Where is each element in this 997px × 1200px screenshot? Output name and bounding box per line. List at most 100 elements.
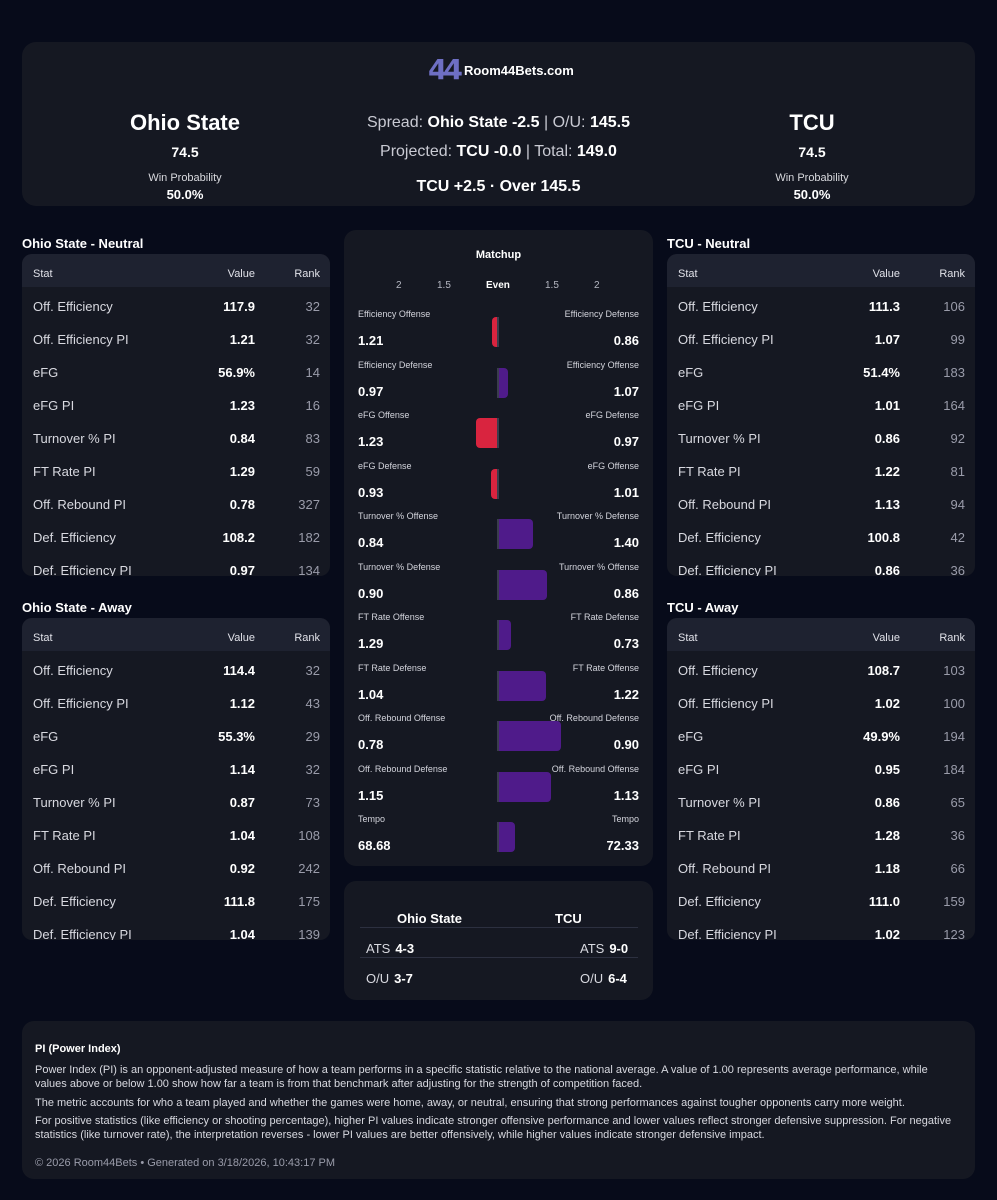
stat-value: 1.22 (874, 464, 900, 479)
table-row: eFG PI 0.95 184 (667, 752, 975, 785)
stat-rank: 29 (305, 729, 320, 744)
table-header: Stat Value Rank (667, 618, 975, 651)
matchup-left-value: 0.93 (358, 484, 384, 500)
table-row: Def. Efficiency 111.8 175 (22, 884, 330, 917)
matchup-right-value: 72.33 (606, 838, 639, 853)
table-row: Def. Efficiency PI 1.02 123 (667, 917, 975, 940)
stat-name: Off. Efficiency PI (678, 696, 774, 711)
stat-value: 1.02 (874, 927, 900, 940)
matchup-left-value: 0.78 (358, 737, 384, 752)
table-row: Off. Efficiency PI 1.21 32 (22, 322, 330, 355)
brand-logo[interactable]: 44 Room44Bets.com (428, 56, 574, 84)
col-rank: Rank (939, 268, 965, 280)
stat-value: 1.28 (874, 828, 900, 843)
away-team-name: TCU (789, 110, 835, 135)
matchup-right-label: FT Rate Defense (570, 612, 639, 622)
stat-value: 56.9% (218, 365, 255, 380)
ou-value: 145.5 (589, 114, 630, 131)
stat-rank: 92 (950, 431, 965, 446)
stat-value: 55.3% (218, 729, 255, 744)
matchup-left-label: eFG Defense (358, 460, 412, 471)
table-row: Def. Efficiency 100.8 42 (667, 520, 975, 553)
table-row: Turnover % PI 0.87 73 (22, 785, 330, 818)
ats-right-value: 9-0 (609, 941, 629, 956)
matchup-right-label: eFG Offense (587, 460, 639, 471)
table-row: FT Rate PI 1.22 81 (667, 454, 975, 487)
matchup-right-value: 1.22 (613, 686, 639, 702)
scale-tick-right-2: 2 (594, 280, 600, 291)
stat-value: 1.12 (229, 696, 255, 711)
stat-rank: 36 (950, 563, 965, 576)
matchup-bar-left (491, 468, 498, 499)
matchup-title: Matchup (475, 249, 522, 261)
stat-name: Turnover % PI (33, 431, 116, 446)
matchup-left-value: 1.04 (358, 686, 384, 702)
stat-rank: 94 (950, 497, 965, 512)
away-wp-label: Win Probability (775, 172, 849, 184)
stat-value: 1.21 (229, 332, 255, 347)
pick-line: TCU +2.5 · Over 145.5 (416, 178, 581, 195)
matchup-bar-left (476, 418, 498, 448)
table-row: Turnover % PI 0.86 92 (667, 421, 975, 454)
tcu-away-table[interactable]: Stat Value Rank Off. Efficiency 108.7 103 Off.… (667, 618, 975, 940)
matchup-left-label: Turnover % Offense (358, 511, 439, 521)
home-team-score: 74.5 (171, 144, 199, 160)
matchup-right-value: 1.13 (613, 787, 639, 803)
stat-name: Def. Efficiency PI (678, 927, 777, 940)
home-team-block: Ohio State 74.5 Win Probability 50.0% (65, 110, 305, 202)
matchup-axis (497, 771, 499, 802)
table-row: Def. Efficiency 111.0 159 (667, 884, 975, 917)
scale-tick-left-2: 2 (396, 280, 402, 291)
matchup-axis (497, 418, 499, 448)
stat-rank: 327 (298, 497, 320, 512)
table-row: FT Rate PI 1.28 36 (667, 818, 975, 851)
matchup-left-label: Off. Rebound Defense (358, 763, 448, 774)
col-stat: Stat (33, 632, 53, 644)
osu-neutral-title: Ohio State - Neutral (22, 236, 144, 251)
osu-away-table[interactable]: Stat Value Rank Off. Efficiency 114.4 32 Off. … (22, 618, 330, 940)
ats-left-team: Ohio State (397, 911, 463, 926)
stat-name: eFG PI (678, 398, 720, 413)
matchup-left-value: 1.15 (358, 787, 384, 803)
ou-label: | O/U: (543, 114, 586, 131)
stat-rank: 194 (943, 729, 965, 744)
pi-info-card: PI (Power Index) Power Index (PI) is an … (22, 1021, 975, 1179)
matchup-left-value: 1.23 (358, 434, 384, 449)
stat-name: Def. Efficiency (678, 530, 761, 545)
tcu-neutral-table[interactable]: Stat Value Rank Off. Efficiency 111.3 106 Off.… (667, 254, 975, 576)
stat-name: Def. Efficiency PI (678, 563, 777, 576)
away-team-block: TCU 74.5 Win Probability 50.0% (692, 110, 932, 202)
matchup-right-value: 0.86 (613, 585, 639, 601)
stat-name: Def. Efficiency (33, 894, 116, 909)
matchup-left-value: 68.68 (358, 838, 391, 853)
stat-rank: 32 (305, 762, 320, 777)
matchup-left-label: Tempo (358, 814, 386, 824)
matchup-axis (497, 569, 499, 600)
matchup-left-label: FT Rate Offense (358, 612, 425, 622)
col-value: Value (227, 268, 255, 280)
spread-line: Spread: Ohio State -2.5 | O/U: 145.5 (300, 114, 697, 132)
stat-rank: 42 (950, 530, 965, 545)
matchup-left-value: 1.29 (358, 636, 384, 651)
matchup-right-label: Off. Rebound Defense (549, 713, 639, 723)
scale-tick-left-1-5: 1.5 (437, 280, 451, 291)
stat-value: 111.8 (223, 894, 255, 909)
home-wp-value: 50.0% (166, 187, 204, 202)
stat-rank: 242 (298, 861, 320, 876)
stat-value: 108.7 (867, 663, 900, 678)
stat-value: 1.13 (874, 497, 900, 512)
matchup-right-value: 0.90 (613, 737, 639, 752)
matchup-bar-right (499, 519, 533, 549)
matchup-bar-right (499, 721, 561, 751)
osu-neutral-table[interactable]: Stat Value Rank Off. Efficiency 117.9 32 Off. … (22, 254, 330, 576)
table-row: Off. Efficiency PI 1.07 99 (667, 322, 975, 355)
col-stat: Stat (678, 268, 698, 280)
total-value: 149.0 (576, 143, 617, 160)
stat-rank: 182 (298, 530, 320, 545)
brand-name: Room44Bets.com (463, 62, 574, 78)
stat-value: 0.86 (874, 795, 900, 810)
table-row: eFG 55.3% 29 (22, 719, 330, 752)
projected-value: TCU -0.0 (456, 143, 522, 160)
ou-right-record: O/U 6-4 (580, 971, 627, 986)
stat-rank: 100 (943, 696, 965, 711)
